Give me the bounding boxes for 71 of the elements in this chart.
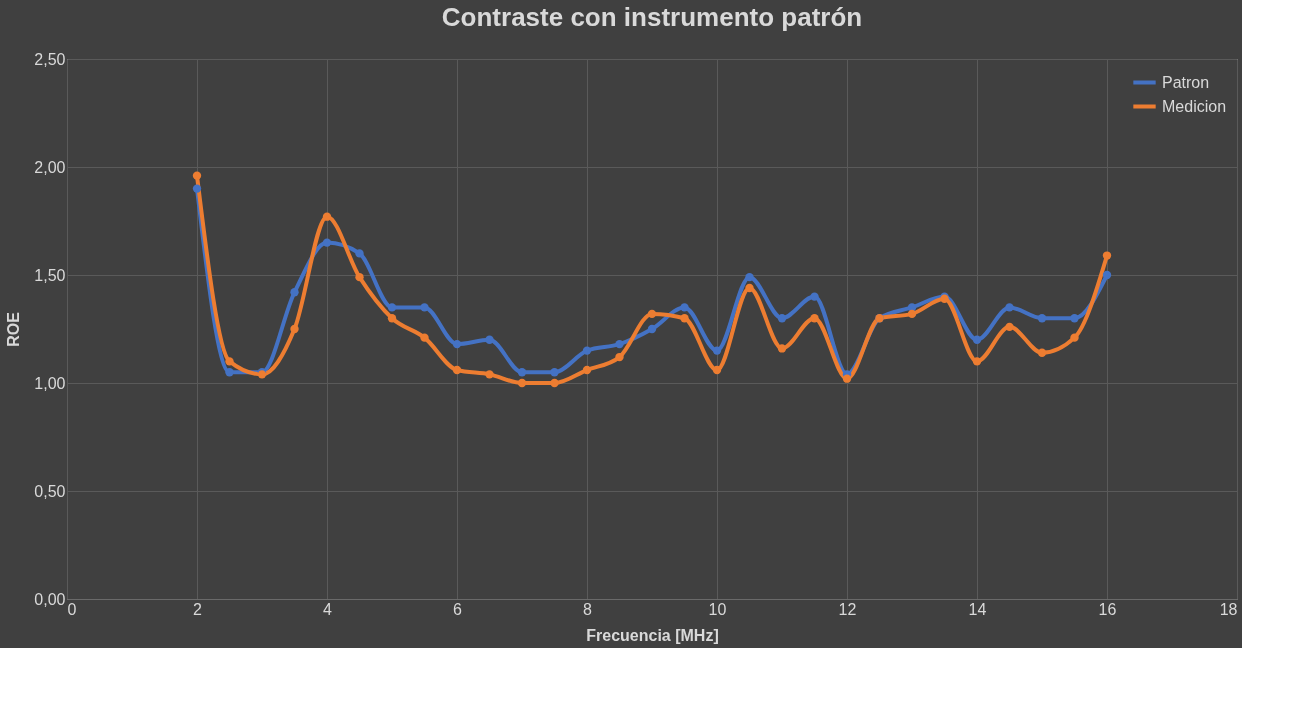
point — [1070, 333, 1079, 342]
y-tick-label: 0,50 — [34, 482, 66, 500]
point — [355, 272, 364, 282]
x-tick-label: 2 — [193, 600, 203, 618]
point — [452, 365, 462, 375]
point — [225, 357, 234, 366]
y-tick-label: 2,00 — [34, 158, 66, 176]
x-tick-label: 6 — [453, 600, 463, 618]
point — [972, 357, 982, 366]
point — [745, 272, 754, 282]
point — [322, 212, 332, 221]
y-axis-title: ROE — [5, 311, 23, 347]
point — [712, 365, 722, 375]
point — [680, 303, 689, 312]
x-axis-title: Frecuencia [MHz] — [586, 626, 719, 644]
point — [290, 288, 299, 297]
point — [907, 309, 917, 319]
point — [810, 292, 819, 301]
point — [777, 344, 787, 353]
y-tick-label: 0,00 — [34, 590, 66, 608]
x-tick-label: 16 — [1098, 600, 1117, 618]
point — [1070, 314, 1079, 323]
point — [615, 352, 624, 362]
x-tick-label: 4 — [323, 600, 333, 618]
y-tick-label: 2,50 — [34, 50, 66, 68]
point — [550, 368, 559, 377]
point — [1102, 270, 1112, 280]
x-tick-label: 18 — [1219, 600, 1238, 618]
chart-title: Contraste con instrumento patrón — [441, 2, 863, 32]
point — [420, 303, 429, 312]
point — [387, 303, 397, 312]
point — [517, 368, 527, 377]
point — [680, 314, 689, 323]
point — [972, 335, 982, 344]
point — [582, 346, 592, 355]
point — [420, 333, 429, 342]
x-tick-label: 14 — [968, 600, 987, 618]
y-tick-label: 1,50 — [34, 266, 66, 284]
point — [192, 171, 202, 180]
point — [550, 378, 559, 388]
point — [1005, 322, 1014, 332]
x-tick-label: 12 — [838, 600, 857, 618]
point — [647, 309, 657, 319]
point — [810, 314, 819, 323]
legend-label: Patron — [1162, 73, 1210, 91]
point — [582, 365, 592, 375]
y-tick-label: 1,00 — [34, 374, 66, 392]
point — [192, 184, 202, 193]
point — [355, 249, 364, 258]
point — [322, 238, 332, 247]
point — [452, 339, 462, 349]
point — [1102, 251, 1112, 260]
point — [485, 370, 494, 379]
point — [1037, 348, 1047, 357]
point — [1037, 314, 1047, 323]
point — [615, 339, 624, 349]
point — [842, 374, 852, 383]
point — [225, 368, 234, 377]
point — [777, 314, 787, 323]
point — [290, 324, 299, 334]
point — [745, 283, 754, 293]
point — [1005, 303, 1014, 312]
point — [712, 346, 722, 355]
point — [485, 335, 494, 344]
point — [647, 324, 657, 334]
x-tick-label: 8 — [583, 600, 593, 618]
point — [387, 314, 397, 323]
x-tick-label: 10 — [708, 600, 727, 618]
x-tick-label: 0 — [67, 600, 77, 618]
point — [517, 378, 527, 388]
legend-label: Medicion — [1162, 97, 1227, 115]
